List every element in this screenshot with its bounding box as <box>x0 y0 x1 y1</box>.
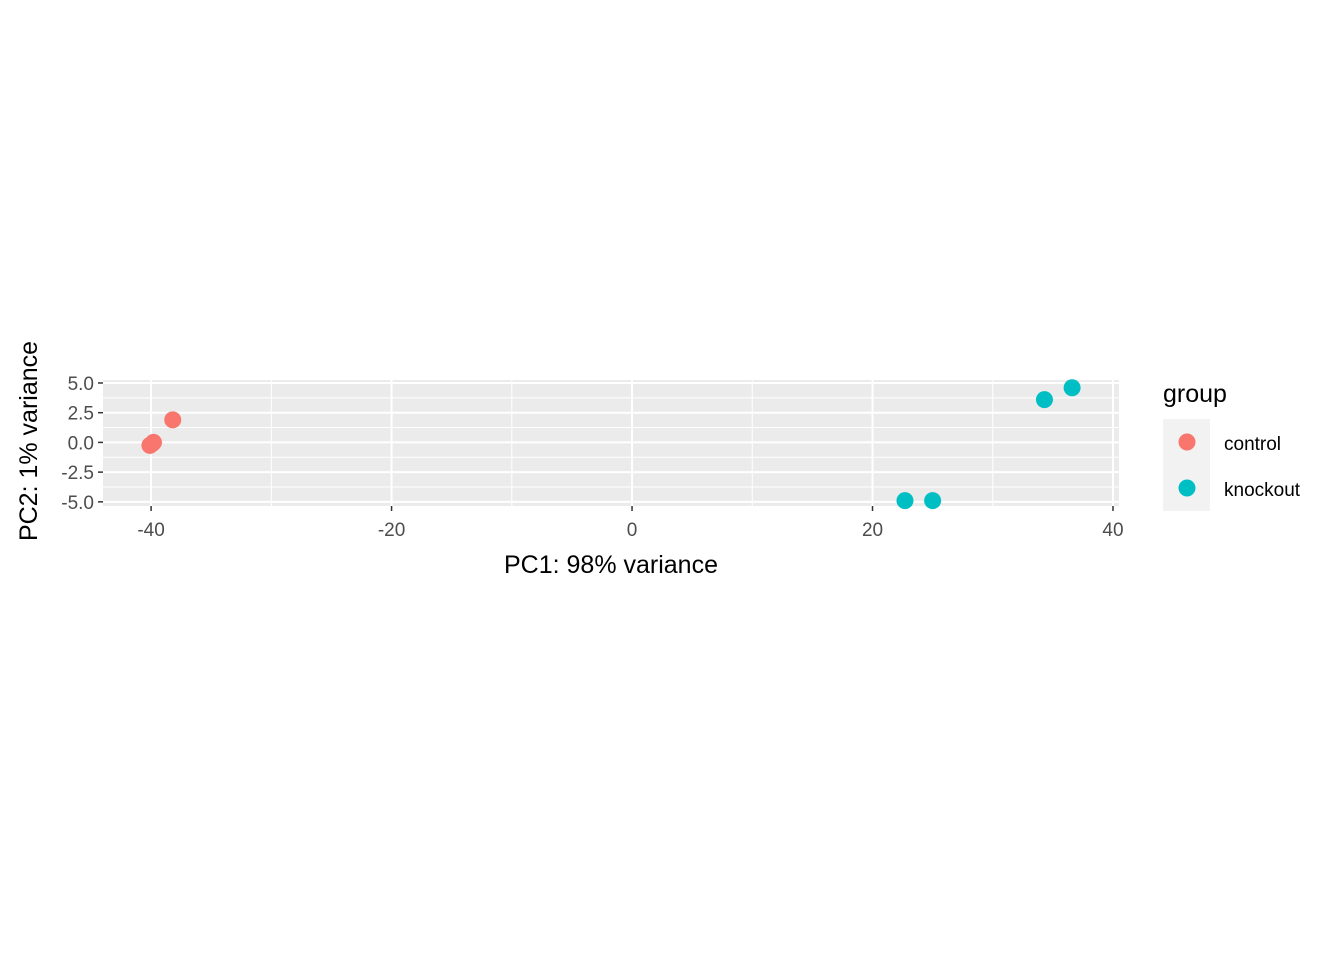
legend-key-knockout <box>1178 479 1196 497</box>
y-axis: -5.0 -2.5 0.0 2.5 5.0 <box>61 374 103 514</box>
data-point-knockout <box>1035 391 1053 409</box>
data-points <box>141 379 1081 510</box>
x-axis-title: PC1: 98% variance <box>504 551 718 579</box>
y-tick-label: -5.0 <box>61 493 94 514</box>
y-tick-label: 5.0 <box>68 374 94 395</box>
x-tick-label: -40 <box>137 520 164 541</box>
legend-key-background <box>1163 419 1210 511</box>
x-tick-label: 20 <box>862 520 883 541</box>
y-tick-label: 0.0 <box>68 433 94 454</box>
data-point-control <box>144 433 162 451</box>
legend-title: group <box>1163 380 1227 408</box>
major-gridlines <box>103 380 1119 506</box>
legend-key-control <box>1178 433 1196 451</box>
x-tick-label: -20 <box>378 520 405 541</box>
x-tick-label: 0 <box>627 520 638 541</box>
legend-label-knockout: knockout <box>1224 480 1301 501</box>
data-point-knockout <box>896 492 914 510</box>
x-tick-label: 40 <box>1102 520 1123 541</box>
y-tick-label: 2.5 <box>68 404 94 425</box>
y-tick-label: -2.5 <box>61 463 94 484</box>
legend-label-control: control <box>1224 434 1281 455</box>
legend-items: control knockout <box>1163 419 1301 511</box>
data-point-knockout <box>924 492 942 510</box>
x-axis: -40 -20 0 20 40 <box>137 506 1124 541</box>
legend: group control knockout <box>1163 380 1301 511</box>
data-point-control <box>164 411 182 429</box>
data-point-knockout <box>1063 379 1081 397</box>
y-axis-title: PC2: 1% variance <box>15 341 43 541</box>
